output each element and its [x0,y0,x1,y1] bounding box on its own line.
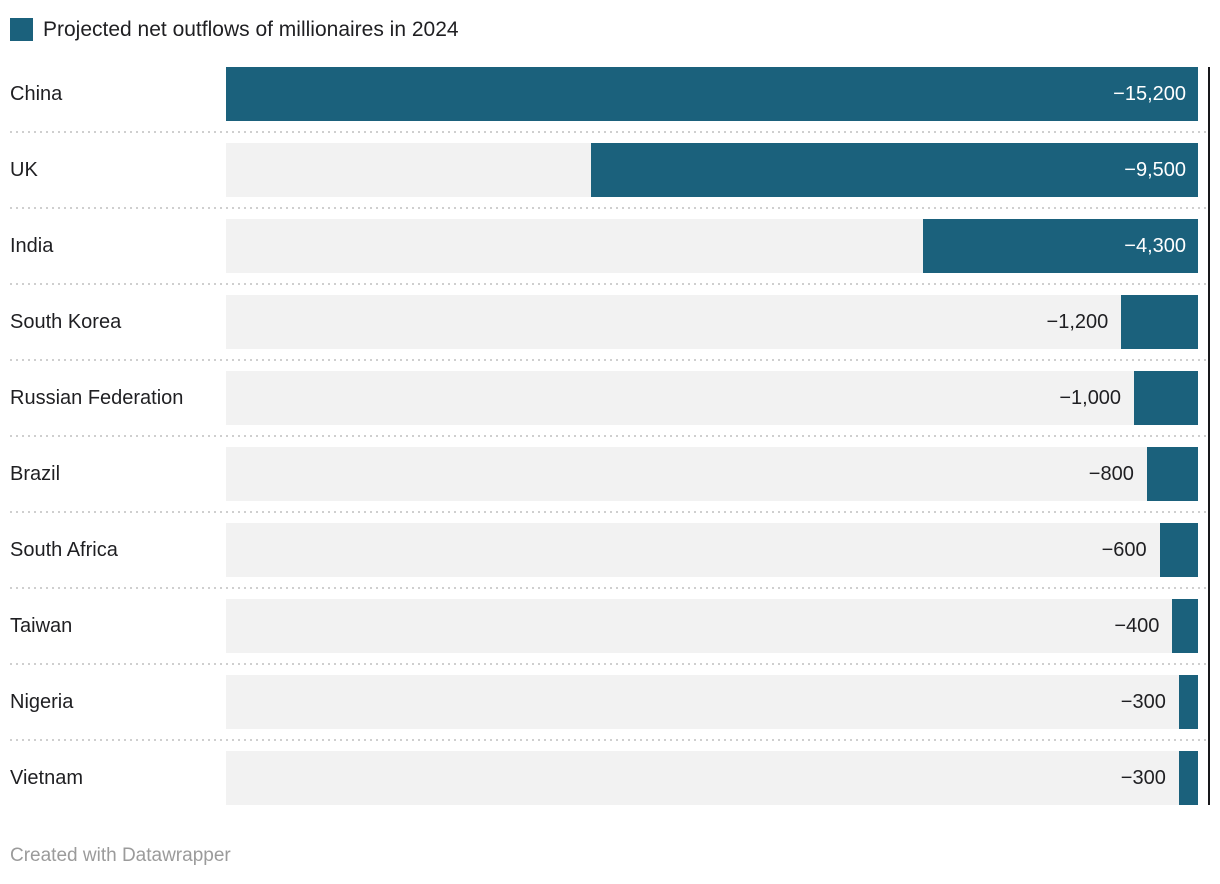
bar-row: Brazil −800 [0,447,1220,501]
bar-row: Nigeria −300 [0,675,1220,729]
bar: −15,200 [226,67,1198,121]
bar-row: Vietnam −300 [0,751,1220,805]
bar-row: India −4,300 [0,219,1220,273]
bar-value: −1,200 [1046,310,1109,333]
category-label: Brazil [10,462,61,485]
category-label: Vietnam [10,766,84,789]
bar: −9,500 [590,143,1198,197]
row-separator [10,359,1208,361]
zero-axis-line [1208,67,1210,805]
bar-track: −9,500 [226,143,1198,197]
bar-track: −1,200 [226,295,1198,349]
category-label: Nigeria [10,690,74,713]
row-separator [10,511,1208,513]
legend: Projected net outflows of millionaires i… [0,18,1220,41]
bar [1134,371,1198,425]
bar-track: −600 [226,523,1198,577]
bar-row: South Korea −1,200 [0,295,1220,349]
category-label: India [10,234,54,257]
legend-label: Projected net outflows of millionaires i… [43,17,459,41]
bar [1172,599,1198,653]
bar-row: Taiwan −400 [0,599,1220,653]
category-label: Russian Federation [10,386,184,409]
category-label: South Africa [10,538,118,561]
bar-track: −300 [226,675,1198,729]
category-label: South Korea [10,310,122,333]
bar-track: −300 [226,751,1198,805]
row-separator [10,587,1208,589]
bar-value: −1,000 [1059,386,1122,409]
row-separator [10,663,1208,665]
category-label: Taiwan [10,614,73,637]
bar-row: South Africa −600 [0,523,1220,577]
category-label: UK [10,158,38,181]
bar-value: −300 [1120,690,1166,713]
bar-track: −4,300 [226,219,1198,273]
bar-value: −4,300 [1124,234,1186,257]
bar [1178,751,1198,805]
bar-track: −15,200 [226,67,1198,121]
bar [1159,523,1198,577]
category-label: China [10,82,63,105]
bar-row: China −15,200 [0,67,1220,121]
bar-value: −800 [1088,462,1134,485]
chart-rows: China −15,200 UK −9,500 India [0,67,1220,805]
bar-row: Russian Federation −1,000 [0,371,1220,425]
legend-swatch [10,18,33,41]
row-separator [10,435,1208,437]
bar: −4,300 [923,219,1198,273]
bar-track: −400 [226,599,1198,653]
row-separator [10,283,1208,285]
datawrapper-attribution: Created with Datawrapper [10,845,231,866]
bar-value: −15,200 [1113,82,1186,105]
bar [1178,675,1198,729]
bar-track: −1,000 [226,371,1198,425]
bar [1121,295,1198,349]
bar-row: UK −9,500 [0,143,1220,197]
bar-value: −300 [1120,766,1166,789]
bar-track: −800 [226,447,1198,501]
bar-value: −400 [1114,614,1160,637]
bar-chart: China −15,200 UK −9,500 India [0,67,1220,805]
row-separator [10,207,1208,209]
bar-value: −600 [1101,538,1147,561]
row-separator [10,739,1208,741]
bar-value: −9,500 [1124,158,1186,181]
bar [1146,447,1198,501]
row-separator [10,131,1208,133]
